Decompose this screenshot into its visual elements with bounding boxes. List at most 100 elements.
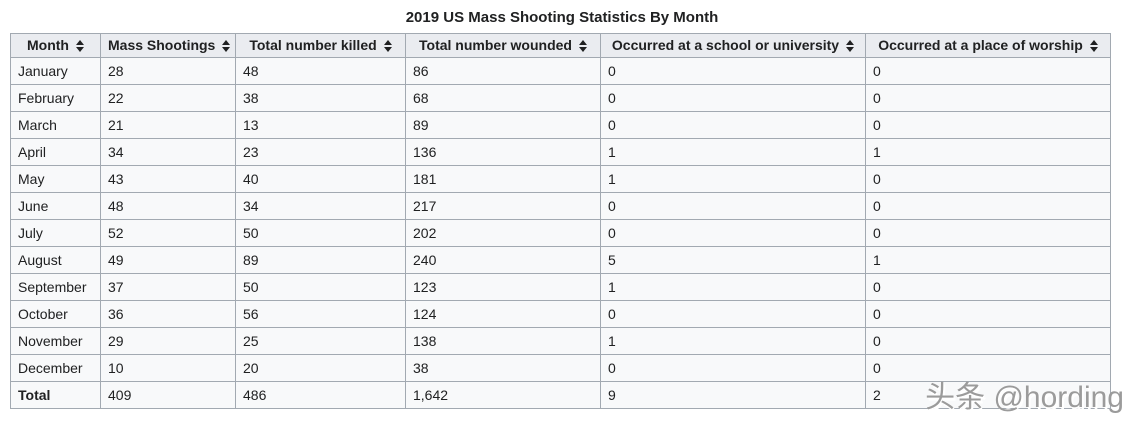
cell-total-wounded: 1,642 — [405, 381, 601, 409]
cell-total-killed: 48 — [235, 57, 406, 85]
cell-school: 9 — [600, 381, 866, 409]
cell-total-wounded: 124 — [405, 300, 601, 328]
table-body: January 28 48 86 0 0 February 22 38 68 0… — [10, 57, 1111, 409]
cell-mass-shootings: 22 — [100, 84, 236, 112]
column-header-total-wounded[interactable]: Total number wounded — [405, 33, 601, 58]
cell-total-wounded: 138 — [405, 327, 601, 355]
cell-month: July — [10, 219, 101, 247]
cell-worship: 0 — [865, 192, 1111, 220]
cell-worship: 0 — [865, 111, 1111, 139]
cell-total-killed: 23 — [235, 138, 406, 166]
table-row: November 29 25 138 1 0 — [10, 327, 1111, 355]
cell-mass-shootings: 43 — [100, 165, 236, 193]
cell-month: November — [10, 327, 101, 355]
cell-worship: 0 — [865, 273, 1111, 301]
cell-month: December — [10, 354, 101, 382]
cell-month: March — [10, 111, 101, 139]
cell-school: 0 — [600, 192, 866, 220]
cell-school: 0 — [600, 219, 866, 247]
cell-total-killed: 89 — [235, 246, 406, 274]
table-row: October 36 56 124 0 0 — [10, 300, 1111, 328]
column-header-label: Occurred at a school or university — [611, 37, 840, 53]
sort-both-icon — [76, 40, 84, 52]
cell-total-wounded: 86 — [405, 57, 601, 85]
column-header-total-killed[interactable]: Total number killed — [235, 33, 406, 58]
total-row: Total 409 486 1,642 9 2 — [10, 381, 1111, 409]
cell-total-wounded: 240 — [405, 246, 601, 274]
cell-month: February — [10, 84, 101, 112]
table-row: March 21 13 89 0 0 — [10, 111, 1111, 139]
table-row: February 22 38 68 0 0 — [10, 84, 1111, 112]
sort-both-icon — [846, 40, 854, 52]
cell-worship: 0 — [865, 300, 1111, 328]
cell-worship: 1 — [865, 246, 1111, 274]
cell-school: 0 — [600, 57, 866, 85]
column-header-month[interactable]: Month — [10, 33, 101, 58]
cell-total-killed: 20 — [235, 354, 406, 382]
cell-total-killed: 40 — [235, 165, 406, 193]
cell-worship: 2 — [865, 381, 1111, 409]
sort-both-icon — [222, 40, 230, 52]
table-row: August 49 89 240 5 1 — [10, 246, 1111, 274]
table-title: 2019 US Mass Shooting Statistics By Mont… — [405, 9, 719, 26]
cell-worship: 0 — [865, 219, 1111, 247]
cell-worship: 0 — [865, 327, 1111, 355]
cell-school: 0 — [600, 84, 866, 112]
sort-both-icon — [384, 40, 392, 52]
cell-mass-shootings: 409 — [100, 381, 236, 409]
cell-total-killed: 34 — [235, 192, 406, 220]
cell-total-killed: 25 — [235, 327, 406, 355]
cell-total-wounded: 89 — [405, 111, 601, 139]
cell-mass-shootings: 37 — [100, 273, 236, 301]
cell-school: 1 — [600, 138, 866, 166]
cell-mass-shootings: 21 — [100, 111, 236, 139]
sort-both-icon — [579, 40, 587, 52]
header-row: Month Mass Shootings Total number killed — [10, 33, 1111, 58]
cell-school: 1 — [600, 327, 866, 355]
cell-total-wounded: 136 — [405, 138, 601, 166]
column-header-school[interactable]: Occurred at a school or university — [600, 33, 866, 58]
column-header-label: Occurred at a place of worship — [878, 37, 1083, 53]
cell-mass-shootings: 49 — [100, 246, 236, 274]
column-header-worship[interactable]: Occurred at a place of worship — [865, 33, 1111, 58]
table-row: May 43 40 181 1 0 — [10, 165, 1111, 193]
cell-total-killed: 50 — [235, 219, 406, 247]
column-header-label: Mass Shootings — [108, 37, 216, 53]
cell-month: May — [10, 165, 101, 193]
cell-total-killed: 486 — [235, 381, 406, 409]
cell-month: October — [10, 300, 101, 328]
column-header-mass-shootings[interactable]: Mass Shootings — [100, 33, 236, 58]
column-header-label: Total number killed — [249, 37, 377, 53]
cell-mass-shootings: 29 — [100, 327, 236, 355]
cell-worship: 0 — [865, 354, 1111, 382]
column-header-label: Month — [27, 37, 69, 53]
cell-worship: 0 — [865, 165, 1111, 193]
cell-school: 5 — [600, 246, 866, 274]
cell-school: 0 — [600, 354, 866, 382]
column-header-label: Total number wounded — [419, 37, 572, 53]
table-row: December 10 20 38 0 0 — [10, 354, 1111, 382]
table-row: January 28 48 86 0 0 — [10, 57, 1111, 85]
cell-month: August — [10, 246, 101, 274]
cell-total-killed: 38 — [235, 84, 406, 112]
statistics-table: Month Mass Shootings Total number killed — [10, 33, 1111, 409]
cell-school: 0 — [600, 111, 866, 139]
cell-total-wounded: 123 — [405, 273, 601, 301]
cell-total-wounded: 68 — [405, 84, 601, 112]
cell-total-wounded: 202 — [405, 219, 601, 247]
cell-month: Total — [10, 381, 101, 409]
cell-total-wounded: 181 — [405, 165, 601, 193]
cell-total-killed: 13 — [235, 111, 406, 139]
cell-mass-shootings: 28 — [100, 57, 236, 85]
cell-worship: 1 — [865, 138, 1111, 166]
cell-month: January — [10, 57, 101, 85]
cell-worship: 0 — [865, 84, 1111, 112]
cell-month: September — [10, 273, 101, 301]
cell-mass-shootings: 34 — [100, 138, 236, 166]
table-row: July 52 50 202 0 0 — [10, 219, 1111, 247]
cell-mass-shootings: 52 — [100, 219, 236, 247]
cell-school: 0 — [600, 300, 866, 328]
table-row: June 48 34 217 0 0 — [10, 192, 1111, 220]
cell-mass-shootings: 48 — [100, 192, 236, 220]
